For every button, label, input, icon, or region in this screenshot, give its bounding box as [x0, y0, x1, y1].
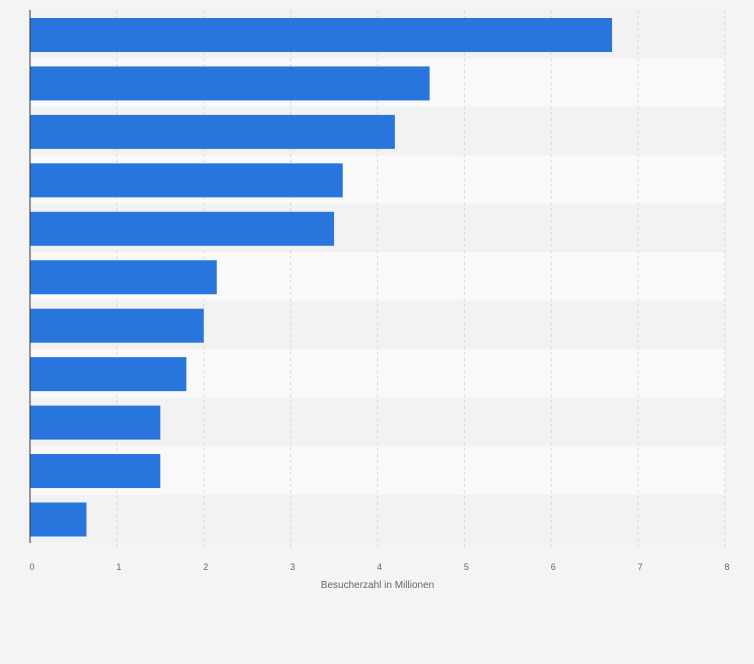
bar: [30, 405, 161, 440]
x-tick-label: 8: [724, 562, 729, 572]
row-band: [30, 494, 725, 543]
x-tick-label: 1: [116, 562, 121, 572]
bar: [30, 308, 204, 343]
x-axis-label: Besucherzahl in Millionen: [321, 580, 434, 591]
x-tick-label: 2: [203, 562, 208, 572]
bar: [30, 66, 430, 101]
bar: [30, 18, 613, 52]
bar: [30, 211, 335, 246]
bars: [30, 18, 613, 537]
bar: [30, 502, 87, 537]
x-tick-label: 4: [377, 562, 382, 572]
bar: [30, 260, 217, 295]
x-tick-label: 6: [551, 562, 556, 572]
bar: [30, 454, 161, 489]
bar: [30, 163, 343, 198]
x-tick-label: 3: [290, 562, 295, 572]
bar: [30, 357, 187, 392]
x-tick-labels: 0 1 2 3 4 5 6 7 8: [29, 562, 729, 572]
x-tick-label: 7: [638, 562, 643, 572]
x-tick-label: 0: [29, 562, 34, 572]
bar: [30, 114, 395, 149]
x-tick-label: 5: [464, 562, 469, 572]
